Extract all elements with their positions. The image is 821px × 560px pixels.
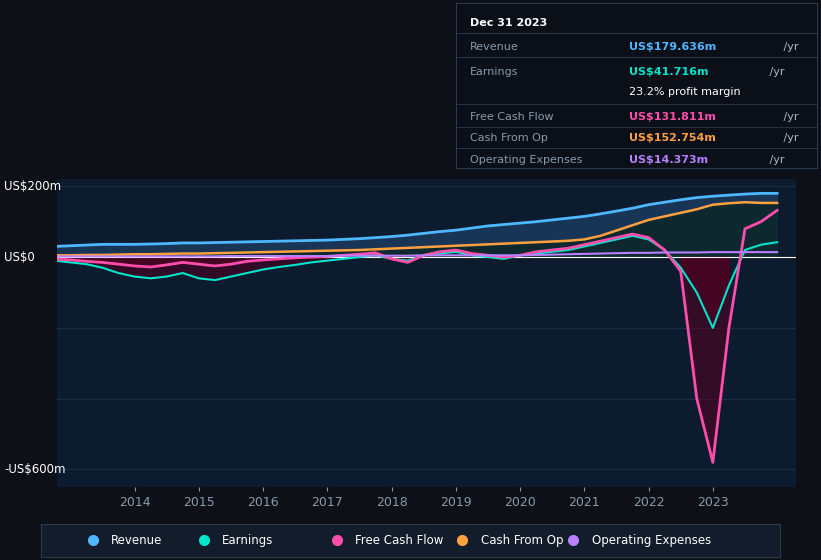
Text: Earnings: Earnings <box>470 67 519 77</box>
Text: Operating Expenses: Operating Expenses <box>591 534 711 547</box>
Text: Cash From Op: Cash From Op <box>481 534 563 547</box>
Text: US$0: US$0 <box>4 250 34 264</box>
Text: US$41.716m: US$41.716m <box>629 67 709 77</box>
Text: /yr: /yr <box>766 155 785 165</box>
Text: Operating Expenses: Operating Expenses <box>470 155 582 165</box>
Text: US$179.636m: US$179.636m <box>629 43 716 53</box>
Text: US$200m: US$200m <box>4 180 62 193</box>
Text: US$131.811m: US$131.811m <box>629 112 716 122</box>
Text: /yr: /yr <box>780 43 799 53</box>
Text: /yr: /yr <box>780 133 799 143</box>
Text: 23.2% profit margin: 23.2% profit margin <box>629 87 741 97</box>
Text: /yr: /yr <box>766 67 785 77</box>
Text: US$14.373m: US$14.373m <box>629 155 709 165</box>
Text: Free Cash Flow: Free Cash Flow <box>355 534 443 547</box>
Text: Earnings: Earnings <box>222 534 273 547</box>
Text: Cash From Op: Cash From Op <box>470 133 548 143</box>
Text: /yr: /yr <box>780 112 799 122</box>
Text: -US$600m: -US$600m <box>4 463 66 476</box>
Text: Revenue: Revenue <box>470 43 519 53</box>
Text: US$152.754m: US$152.754m <box>629 133 716 143</box>
Text: Revenue: Revenue <box>112 534 163 547</box>
Text: Free Cash Flow: Free Cash Flow <box>470 112 553 122</box>
Text: Dec 31 2023: Dec 31 2023 <box>470 17 548 27</box>
